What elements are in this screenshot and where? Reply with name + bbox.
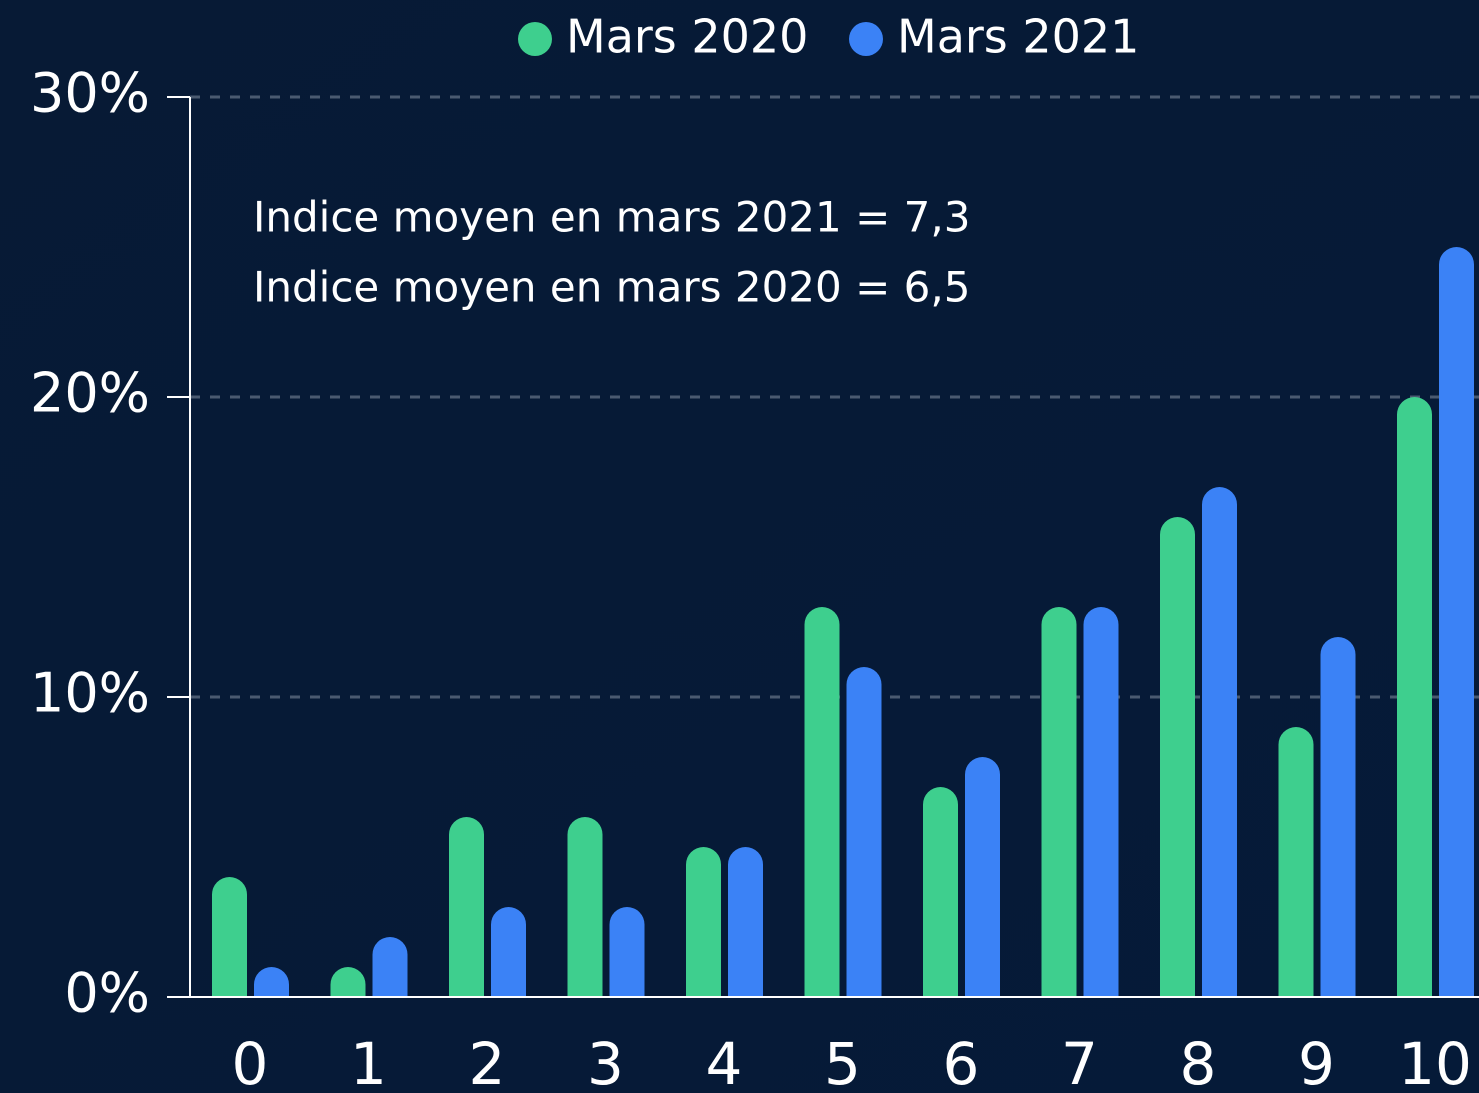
bar [1041, 607, 1077, 997]
bar [372, 937, 408, 997]
bar [1202, 487, 1237, 997]
x-tick-label: 8 [1180, 1030, 1217, 1093]
bar [491, 907, 526, 997]
legend-label: Mars 2021 [897, 10, 1139, 64]
bar [449, 817, 484, 997]
x-tick-label: 2 [469, 1030, 506, 1093]
bar [1083, 607, 1119, 997]
x-tick-label: 9 [1298, 1030, 1335, 1093]
bar [1397, 397, 1432, 997]
bar [1278, 727, 1314, 997]
legend-marker [518, 22, 552, 56]
bar [567, 817, 603, 997]
x-tick-label: 7 [1061, 1030, 1098, 1093]
bar [965, 757, 1000, 997]
x-tick-label: 4 [706, 1030, 743, 1093]
legend-marker [849, 22, 883, 56]
bar [686, 847, 721, 997]
x-tick-label: 0 [232, 1030, 269, 1093]
bar [923, 787, 958, 997]
bar [1439, 247, 1474, 997]
bar [1160, 517, 1195, 997]
annotation: Indice moyen en mars 2021 = 7,3 [253, 193, 970, 242]
bar [330, 967, 366, 997]
bar [728, 847, 763, 997]
legend-label: Mars 2020 [566, 10, 808, 64]
x-tick-label: 5 [824, 1030, 861, 1093]
x-tick-label: 6 [943, 1030, 980, 1093]
bar [804, 607, 840, 997]
x-tick-label: 3 [587, 1030, 624, 1093]
bar [609, 907, 645, 997]
x-tick-label: 1 [350, 1030, 387, 1093]
bar [254, 967, 289, 997]
y-tick-label: 20% [30, 362, 150, 425]
bar [212, 877, 247, 997]
y-tick-label: 30% [30, 62, 150, 125]
x-tick-label: 10 [1398, 1030, 1472, 1093]
bar [1320, 637, 1356, 997]
y-tick-label: 10% [30, 662, 150, 725]
annotation: Indice moyen en mars 2020 = 6,5 [253, 263, 970, 312]
y-tick-label: 0% [64, 962, 150, 1025]
bar [846, 667, 882, 997]
